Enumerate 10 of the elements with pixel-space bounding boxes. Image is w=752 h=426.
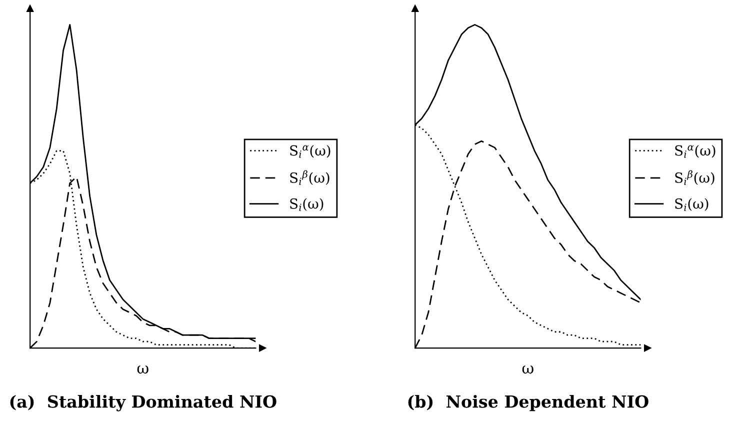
legend-label: S$_{i}$$^{β}$(ω) [675, 170, 714, 185]
legend-label: S$_{i}$$^{β}$(ω) [290, 170, 330, 185]
legend-label: S$_{i}$(ω) [675, 198, 708, 211]
legend-label: S$_{i}$$^{α}$(ω) [675, 144, 716, 158]
legend-label: S$_{i}$$^{α}$(ω) [290, 144, 330, 158]
legend-label: S$_{i}$(ω) [290, 198, 324, 211]
x-axis-title: ω [522, 366, 534, 374]
text: (b) Noise Dependent NIO [408, 394, 648, 412]
x-axis-title: ω [137, 366, 148, 374]
text: (a) Stability Dominated NIO [10, 394, 276, 412]
